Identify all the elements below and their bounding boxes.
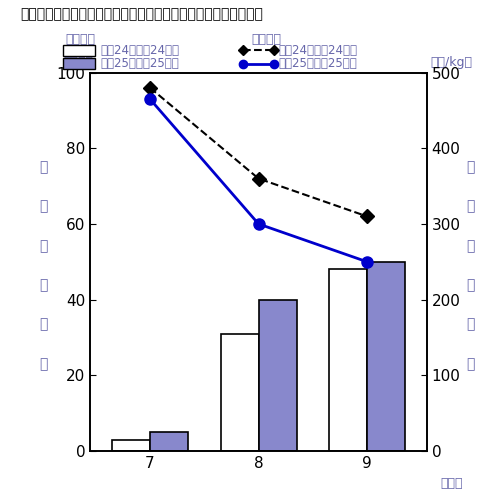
Text: 卸売価格: 卸売価格 <box>250 33 281 46</box>
Text: 図２　日本なしの卸売数量及び卸売価格の推移（主要卸売市場）: 図２ 日本なしの卸売数量及び卸売価格の推移（主要卸売市場） <box>20 8 263 22</box>
Text: 数: 数 <box>39 278 48 292</box>
Bar <box>328 270 366 451</box>
Text: 格: 格 <box>465 318 473 332</box>
Text: （円/kg）: （円/kg） <box>429 56 471 69</box>
Text: 卸: 卸 <box>39 199 48 213</box>
Text: 卸: 卸 <box>465 199 473 213</box>
Text: 量: 量 <box>39 318 48 332</box>
Text: 平．24．７～24．９: 平．24．７～24．９ <box>100 44 179 57</box>
Text: 平．25．７～25．９: 平．25．７～25．９ <box>278 57 357 70</box>
Text: 平．25．７～25．９: 平．25．７～25．９ <box>100 57 179 70</box>
Bar <box>220 334 258 451</box>
Text: ）: ） <box>39 357 48 371</box>
Bar <box>112 439 150 451</box>
Text: ）: ） <box>465 357 473 371</box>
Text: 売: 売 <box>39 239 48 253</box>
Text: 卸売数量: 卸売数量 <box>65 33 95 46</box>
Text: （千ｔ）: （千ｔ） <box>63 56 93 69</box>
Text: （月）: （月） <box>439 477 462 490</box>
Bar <box>366 262 404 451</box>
Text: （: （ <box>39 160 48 174</box>
Text: 平．24．７～24．９: 平．24．７～24．９ <box>278 44 357 57</box>
Bar <box>150 432 188 451</box>
Text: （: （ <box>465 160 473 174</box>
Bar <box>258 300 296 451</box>
Text: 売: 売 <box>465 239 473 253</box>
Text: 価: 価 <box>465 278 473 292</box>
